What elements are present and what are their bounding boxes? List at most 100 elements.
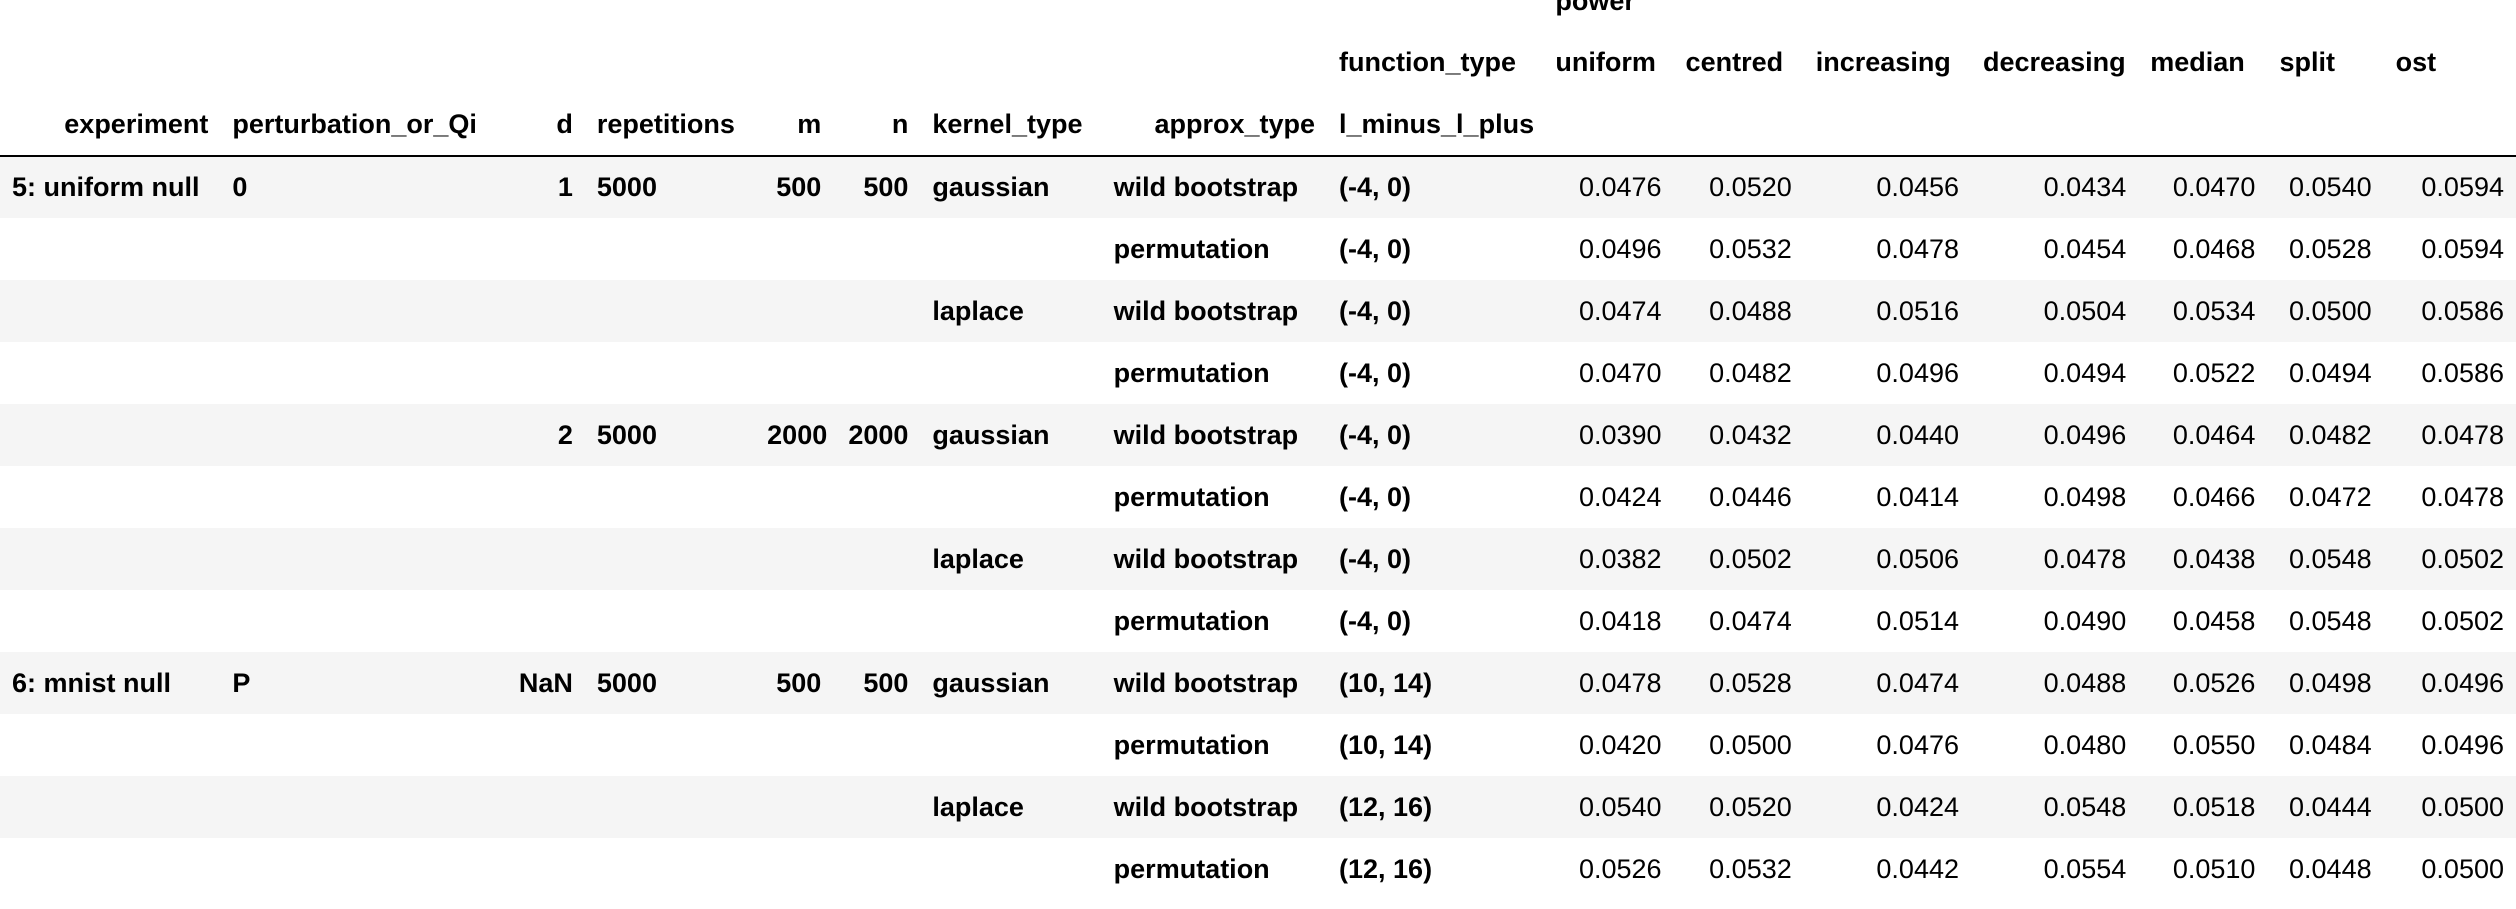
cell-approx-type: permutation [1113, 605, 1270, 636]
cell-value-centred: 0.0502 [1673, 528, 1804, 590]
cell-value-uniform: 0.0470 [1578, 357, 1662, 388]
cell-kernel-type [920, 342, 1101, 404]
cell-m: 500 [755, 652, 834, 714]
cell-n [833, 590, 920, 652]
cell-n: 500 [833, 156, 921, 218]
header-row-columns: function_type uniform centred increasing… [0, 31, 2516, 93]
cell-perturbation [220, 404, 499, 466]
cell-value-uniform: 0.0418 [1578, 605, 1662, 636]
cell-experiment [0, 404, 221, 466]
cell-value-centred: 0.0500 [1709, 729, 1792, 760]
cell-value-increasing: 0.0474 [1803, 652, 1971, 714]
cell-n [833, 280, 921, 342]
cell-kernel-type: laplace [920, 280, 1102, 342]
cell-n: 500 [833, 652, 921, 714]
column-header-ost: ost [2395, 46, 2437, 77]
cell-value-centred: 0.0488 [1673, 280, 1804, 342]
cell-value-decreasing: 0.0494 [2043, 357, 2127, 388]
cell-value-median: 0.0550 [2172, 729, 2256, 760]
cell-value-centred: 0.0532 [1709, 233, 1792, 264]
cell-repetitions [585, 714, 755, 776]
table-row: permutation (12, 16) 0.0526 0.0532 0.0442 0.0… [0, 838, 2516, 900]
index-header-approx-type: approx_type [1154, 108, 1316, 139]
table-row: permutation (-4, 0) 0.0470 0.0482 0.0496 0.04… [0, 342, 2516, 404]
cell-kernel-type: laplace [920, 528, 1102, 590]
cell-value-decreasing: 0.0498 [2043, 481, 2127, 512]
cell-value-split: 0.0548 [2289, 605, 2372, 636]
cell-repetitions: 5000 [584, 652, 756, 714]
cell-value-uniform: 0.0382 [1543, 528, 1674, 590]
cell-value-centred: 0.0446 [1709, 481, 1792, 512]
cell-experiment [0, 466, 220, 528]
cell-value-ost: 0.0502 [2383, 528, 2516, 590]
cell-perturbation [220, 528, 499, 590]
cell-perturbation [220, 218, 498, 280]
cell-d: NaN [498, 652, 585, 714]
cell-kernel-type: gaussian [920, 652, 1102, 714]
cell-m: 500 [755, 156, 834, 218]
cell-value-increasing: 0.0496 [1876, 357, 1959, 388]
cell-value-split: 0.0540 [2267, 156, 2384, 218]
column-header-split: split [2279, 46, 2335, 77]
cell-value-median: 0.0438 [2138, 528, 2268, 590]
cell-value-uniform: 0.0390 [1543, 404, 1674, 466]
cell-value-ost: 0.0496 [2421, 729, 2504, 760]
cell-perturbation [220, 838, 498, 900]
cell-experiment [0, 590, 220, 652]
cell-approx-type: wild bootstrap [1101, 280, 1328, 342]
cell-value-centred: 0.0520 [1673, 156, 1804, 218]
cell-l-minus-l-plus: (-4, 0) [1339, 481, 1412, 512]
cell-m [755, 590, 833, 652]
header-row-power: power [0, 0, 2516, 31]
index-header-kernel-type: kernel_type [932, 108, 1083, 139]
cell-value-increasing: 0.0440 [1803, 404, 1971, 466]
cell-l-minus-l-plus: (12, 16) [1339, 853, 1433, 884]
cell-value-decreasing: 0.0554 [2043, 853, 2127, 884]
table-row: laplace wild bootstrap (-4, 0) 0.0474 0.0488… [0, 280, 2516, 342]
table-header: power function_type uniform centred incr… [0, 0, 2516, 156]
cell-value-uniform: 0.0476 [1543, 156, 1674, 218]
cell-value-split: 0.0500 [2267, 280, 2384, 342]
column-header-median: median [2150, 46, 2245, 77]
table-row: laplace wild bootstrap (12, 16) 0.0540 0.052… [0, 776, 2516, 838]
cell-approx-type: wild bootstrap [1101, 156, 1328, 218]
cell-l-minus-l-plus: (-4, 0) [1327, 404, 1544, 466]
index-header-experiment: experiment [64, 108, 209, 139]
cell-value-median: 0.0526 [2138, 652, 2268, 714]
cell-repetitions [585, 838, 755, 900]
header-row-index-names: experiment perturbation_or_Qi d repetiti… [0, 93, 2516, 156]
table-row: 2 5000 2000 2000 gaussian wild bootstrap (-4, … [0, 404, 2516, 466]
cell-value-decreasing: 0.0496 [1971, 404, 2139, 466]
cell-value-increasing: 0.0516 [1803, 280, 1971, 342]
cell-value-split: 0.0484 [2289, 729, 2372, 760]
cell-l-minus-l-plus: (10, 14) [1339, 729, 1433, 760]
cell-value-uniform: 0.0478 [1543, 652, 1674, 714]
cell-approx-type: wild bootstrap [1101, 528, 1328, 590]
index-header-repetitions: repetitions [596, 108, 735, 139]
cell-value-decreasing: 0.0454 [2043, 233, 2127, 264]
cell-n [833, 714, 920, 776]
cell-approx-type: permutation [1113, 357, 1270, 388]
cell-m [755, 342, 833, 404]
cell-value-decreasing: 0.0504 [1971, 280, 2139, 342]
cell-value-ost: 0.0478 [2383, 404, 2516, 466]
cell-l-minus-l-plus: (-4, 0) [1327, 528, 1544, 590]
cell-d [498, 528, 585, 590]
cell-value-median: 0.0466 [2172, 481, 2256, 512]
cell-value-split: 0.0448 [2289, 853, 2372, 884]
cell-value-centred: 0.0532 [1709, 853, 1792, 884]
cell-value-median: 0.0534 [2138, 280, 2268, 342]
cell-perturbation [220, 280, 499, 342]
cell-value-ost: 0.0478 [2421, 481, 2504, 512]
cell-value-increasing: 0.0414 [1876, 481, 1959, 512]
cell-value-ost: 0.0586 [2421, 357, 2504, 388]
cell-value-increasing: 0.0424 [1803, 776, 1971, 838]
cell-n: 2000 [833, 404, 921, 466]
cell-value-split: 0.0498 [2267, 652, 2384, 714]
cell-value-ost: 0.0586 [2383, 280, 2516, 342]
cell-value-increasing: 0.0514 [1876, 605, 1959, 636]
cell-value-increasing: 0.0456 [1803, 156, 1971, 218]
cell-l-minus-l-plus: (-4, 0) [1339, 357, 1412, 388]
cell-perturbation [220, 342, 498, 404]
cell-value-ost: 0.0500 [2383, 776, 2516, 838]
